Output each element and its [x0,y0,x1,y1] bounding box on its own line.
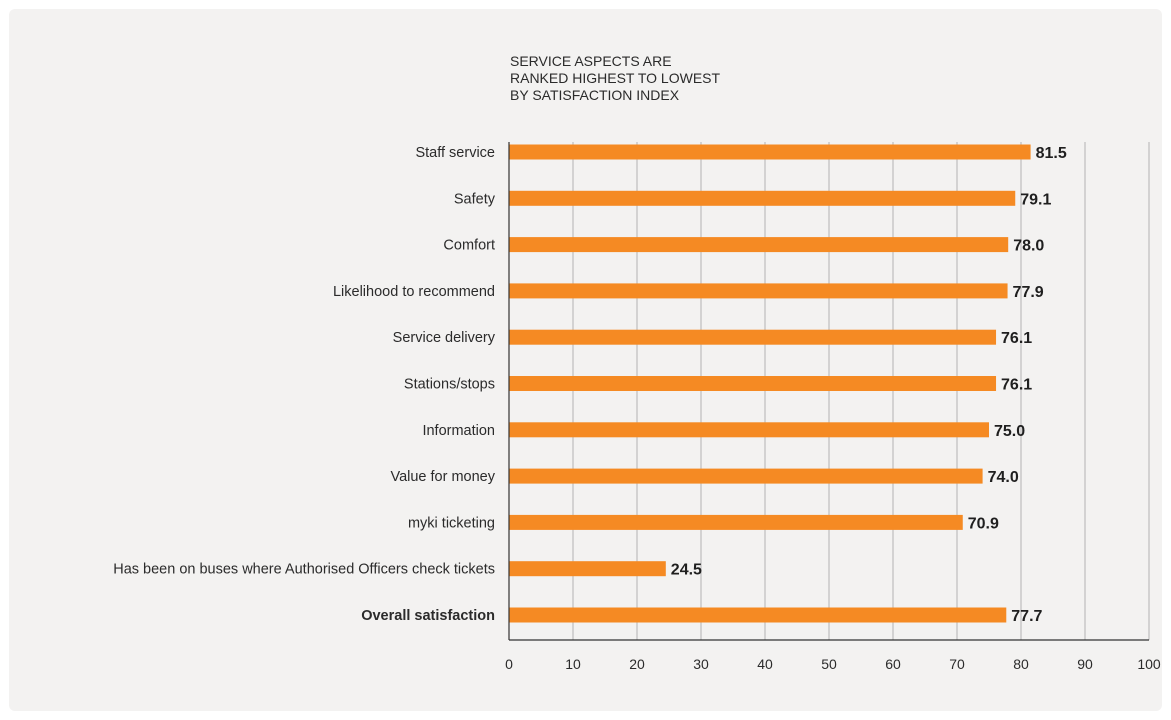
value-label: 78.0 [1013,238,1044,255]
category-label: Comfort [443,238,495,254]
value-label: 77.7 [1011,608,1042,625]
bar [509,329,997,345]
x-tick-label: 20 [629,656,645,672]
category-label: Service delivery [393,330,496,346]
x-tick-label: 10 [565,656,581,672]
category-label: Likelihood to recommend [333,284,495,300]
category-label: myki ticketing [408,515,495,531]
category-label: Overall satisfaction [361,608,495,624]
bar [509,422,989,438]
bar [509,190,1016,206]
bar [509,237,1009,253]
value-label: 79.1 [1020,191,1051,208]
x-tick-label: 70 [949,656,965,672]
bar [509,514,963,530]
value-label: 76.1 [1001,330,1032,347]
category-labels: Staff service Safety Comfort Likelihood to … [113,145,496,624]
x-tick-label: 0 [505,656,513,672]
category-label: Value for money [390,469,495,485]
value-label: 24.5 [671,562,702,579]
chart-title-line: SERVICE ASPECTS ARE [510,53,672,69]
value-label: 76.1 [1001,377,1032,394]
x-tick-label: 40 [757,656,773,672]
chart-title-line: RANKED HIGHEST TO LOWEST [510,70,720,86]
x-tick-label: 100 [1137,656,1161,672]
value-label: 75.0 [994,423,1025,440]
x-tick-label: 90 [1077,656,1093,672]
bar [509,376,997,391]
value-label: 77.9 [1013,284,1044,301]
x-tick-label: 30 [693,656,709,672]
value-labels: 81.5 79.1 78.0 77.9 76.1 76.1 75.0 74.0 70.9 24.5… [671,145,1067,625]
category-label: Stations/stops [404,377,495,393]
bar [509,561,666,577]
category-label: Information [422,423,495,439]
axes [508,142,1149,641]
category-label: Safety [454,191,496,207]
bars [509,144,1031,623]
x-tick-label: 50 [821,656,837,672]
bar [509,144,1031,160]
x-tick-labels: 0 10 20 30 40 50 60 70 80 90 100 [505,656,1161,672]
category-label: Has been on buses where Authorised Offic… [113,562,495,578]
category-label: Staff service [415,145,495,161]
value-label: 74.0 [988,469,1019,486]
bar [509,283,1008,299]
chart-title-line: BY SATISFACTION INDEX [510,87,680,103]
value-label: 70.9 [968,515,999,532]
x-tick-label: 60 [885,656,901,672]
chart-panel: SERVICE ASPECTS ARE RANKED HIGHEST TO LOW… [9,9,1162,711]
value-label: 81.5 [1036,145,1067,162]
x-tick-label: 80 [1013,656,1029,672]
bar [509,607,1007,623]
bar [509,468,983,484]
